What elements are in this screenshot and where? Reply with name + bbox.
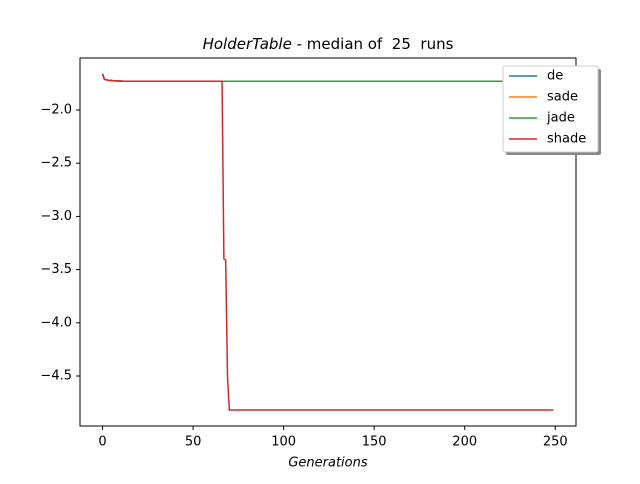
series-line: [101, 73, 554, 83]
title-rest: - median of 25 runs: [292, 35, 454, 53]
y-tick-label: −3.0: [40, 209, 72, 224]
x-tick-label: 250: [543, 435, 568, 450]
x-tick-label: 100: [271, 435, 296, 450]
series-line: [101, 73, 554, 411]
x-tick-label: 50: [185, 435, 202, 450]
legend-label: shade: [547, 132, 586, 147]
x-tick-label: 200: [452, 435, 477, 450]
y-tick-label: −2.5: [40, 156, 72, 171]
legend-label: sade: [547, 90, 578, 105]
y-tick-label: −4.5: [40, 368, 72, 383]
title-name: HolderTable: [203, 35, 292, 53]
series-line: [101, 73, 554, 83]
legend-label: jade: [546, 111, 575, 126]
series-line: [101, 73, 554, 83]
y-tick-label: −4.0: [40, 315, 72, 330]
y-tick-label: −2.0: [40, 103, 72, 118]
legend: [502, 65, 599, 153]
legend-label: de: [547, 69, 563, 84]
y-tick-label: −3.5: [40, 262, 72, 277]
chart-title: HolderTable - median of 25 runs: [203, 35, 454, 53]
x-tick-label: 150: [362, 435, 387, 450]
x-axis-label: Generations: [288, 456, 368, 471]
plot-area: [79, 57, 577, 427]
x-tick-label: 0: [98, 435, 106, 450]
